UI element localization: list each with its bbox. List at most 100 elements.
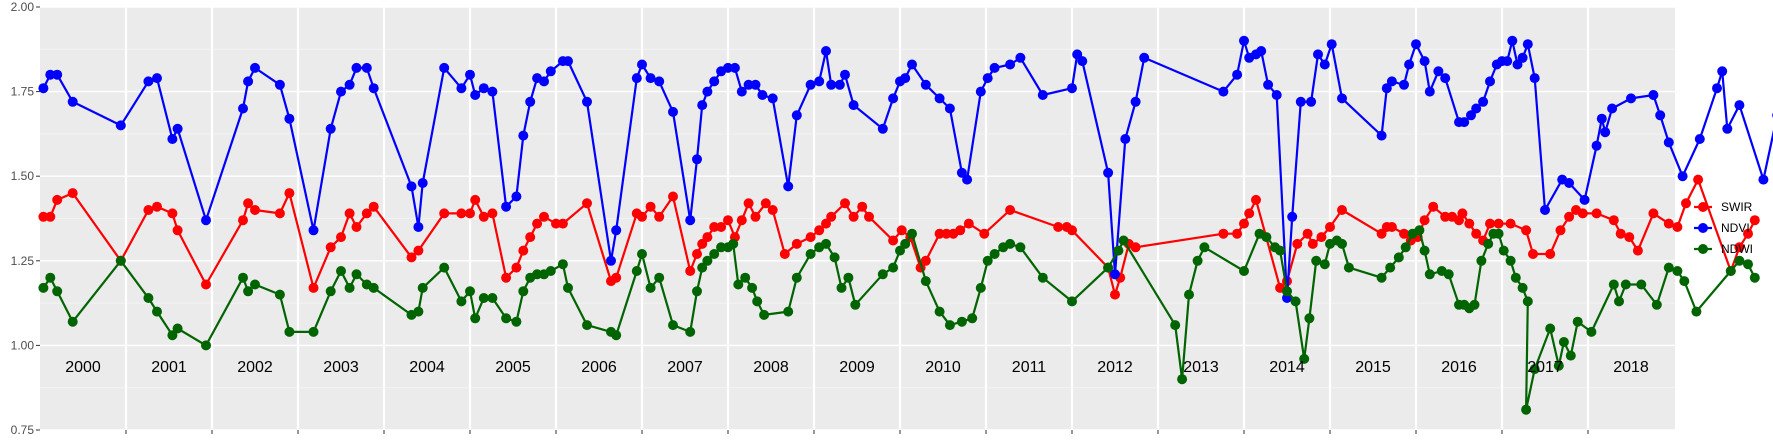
data-point-ndwi [1517,282,1528,293]
data-point-ndvi [45,69,56,80]
data-point-ndwi [1184,289,1194,300]
data-point-ndvi [709,76,720,87]
data-point-ndwi [1614,296,1624,307]
data-point-ndwi [821,238,831,249]
data-point-ndvi [1005,59,1016,70]
data-point-swir [470,194,481,205]
data-point-ndwi [115,255,126,266]
data-point-ndvi [511,191,522,202]
data-point-ndwi [752,296,763,307]
data-point-ndwi [1419,245,1430,256]
data-point-swir [284,188,295,199]
data-point-ndwi [668,320,678,331]
data-point-ndwi [1376,272,1387,283]
data-point-swir [551,218,561,229]
year-label: 2000 [65,359,101,376]
data-point-ndvi [1607,103,1618,114]
year-label: 2003 [323,359,359,376]
data-point-ndwi [557,259,568,270]
data-point-swir [716,222,727,232]
data-point-ndwi [900,238,911,249]
data-point-ndvi [1529,73,1540,84]
data-point-ndvi [848,100,859,111]
data-point-ndvi [250,62,260,73]
data-point-swir [963,218,974,229]
data-point-ndwi [52,286,63,297]
legend-label: NDWI [1721,242,1753,256]
data-point-ndwi [1734,255,1745,266]
data-point-swir [351,222,362,232]
data-point-ndvi [1110,269,1120,280]
data-point-swir [1244,208,1255,219]
data-point-ndvi [1433,66,1444,77]
data-point-ndvi [767,93,778,104]
data-point-ndvi [238,103,248,114]
data-point-ndwi [1545,323,1556,334]
data-point-ndwi [465,286,475,297]
data-point-ndwi [1521,404,1532,415]
legend-label: SWIR [1721,200,1753,214]
data-point-ndvi [1319,59,1330,70]
data-point-ndvi [1120,134,1131,144]
data-point-ndwi [1170,320,1181,331]
data-point-ndvi [1507,35,1518,46]
data-point-ndvi [1648,90,1659,100]
data-point-ndvi [1712,83,1722,94]
data-point-swir [1428,201,1439,212]
data-point-ndwi [201,340,211,351]
data-point-swir [864,211,874,222]
data-point-ndwi [1343,262,1354,273]
data-point-ndwi [944,320,955,331]
data-point-ndwi [967,313,978,324]
year-label: 2005 [495,359,531,376]
data-point-swir [760,198,771,209]
y-tick-label: 1.00 [11,338,35,352]
data-point-ndwi [1067,296,1077,307]
data-point-swir [1419,215,1430,226]
data-point-ndwi [1505,255,1516,266]
data-point-ndvi [1522,39,1533,50]
data-point-ndvi [1459,117,1470,128]
year-label: 2008 [753,359,789,376]
data-point-ndvi [525,96,536,107]
data-point-swir [501,272,512,283]
major-gridlines [40,6,1675,431]
data-point-ndvi [1256,46,1267,56]
data-point-ndwi [1261,232,1272,243]
data-point-ndwi [413,306,424,317]
data-point-swir [1734,242,1745,253]
year-label: 2015 [1355,359,1391,376]
data-point-ndvi [1411,39,1421,50]
y-tick-label: 2.00 [11,0,35,14]
data-point-swir [1302,228,1313,239]
data-point-swir [525,232,536,243]
data-point-ndvi [478,83,489,94]
data-point-ndwi [1691,306,1702,317]
data-point-ndvi [611,225,622,236]
data-point-ndwi [1663,262,1674,273]
data-point-ndwi [1608,279,1619,290]
year-label: 2007 [667,359,703,376]
data-point-ndwi [1192,255,1203,266]
data-point-swir [557,218,568,229]
data-point-ndvi [1130,96,1141,107]
data-point-swir [1325,222,1335,232]
data-point-ndwi [836,282,847,293]
data-point-swir [857,201,868,212]
data-point-ndwi [470,313,481,324]
data-point-swir [152,201,162,212]
data-point-ndvi [1478,96,1489,107]
data-point-swir [723,215,733,226]
data-point-ndwi [1400,242,1411,253]
data-point-ndvi [1591,140,1602,151]
data-point-ndwi [697,262,708,273]
data-point-ndvi [518,130,529,141]
data-point-swir [702,232,713,243]
data-point-ndwi [336,266,346,276]
data-point-ndwi [843,272,854,283]
data-point-ndwi [582,320,592,331]
data-point-ndwi [1290,296,1301,307]
data-point-ndvi [38,83,49,94]
data-point-swir [821,218,831,229]
data-point-ndvi [201,215,211,226]
